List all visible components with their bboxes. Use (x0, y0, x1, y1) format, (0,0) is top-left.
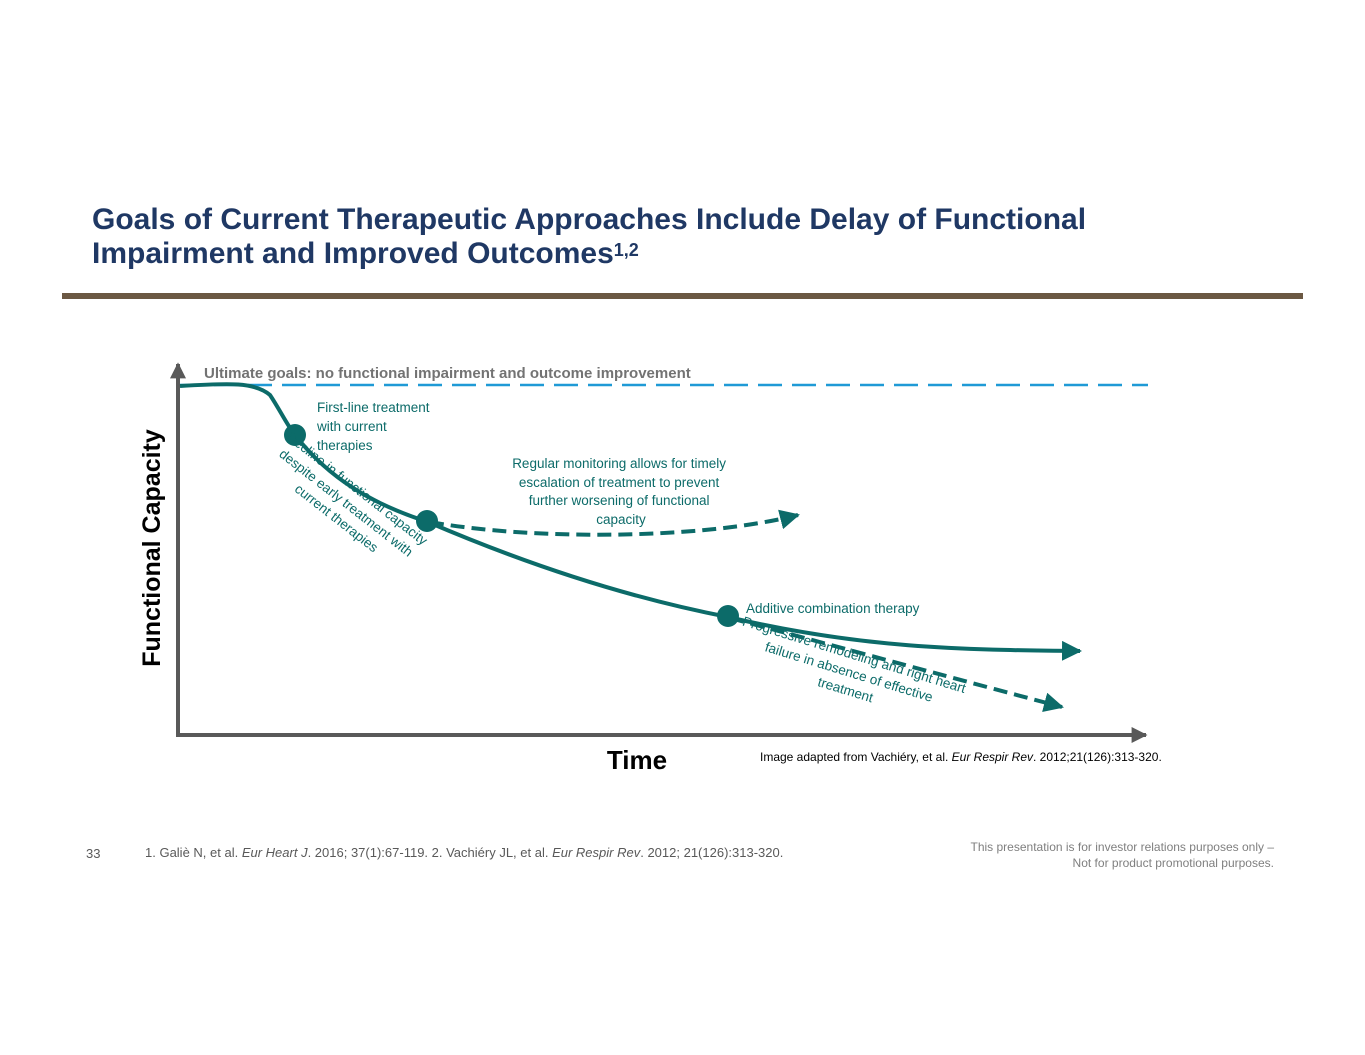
page-number: 33 (86, 846, 101, 861)
footer-references: 1. Galiè N, et al. Eur Heart J. 2016; 37… (145, 845, 784, 860)
slide-title: Goals of Current Therapeutic Approaches … (92, 203, 1192, 271)
image-credit: Image adapted from Vachiéry, et al. Eur … (760, 750, 1162, 764)
title-superscript: 1,2 (613, 240, 639, 260)
disclaimer: This presentation is for investor relati… (970, 840, 1275, 870)
x-axis-label: Time (607, 745, 667, 775)
title-divider (62, 293, 1303, 299)
escalation-curve (429, 509, 800, 537)
first-line-point (284, 424, 306, 446)
goal-label: Ultimate goals: no functional impairment… (204, 365, 691, 382)
y-axis-label: Functional Capacity (138, 429, 166, 667)
additive-label: Additive combination therapy (746, 601, 920, 616)
progressive-label: Progressive remodeling and right heart f… (730, 614, 971, 732)
combination-point (717, 605, 739, 627)
progressive-curve (729, 616, 1064, 713)
first-line-label: First-line treatment with current therap… (316, 400, 433, 453)
functional-decline-curve (179, 382, 1082, 661)
slide-title-text: Goals of Current Therapeutic Approaches … (92, 203, 1087, 270)
escalation-point (416, 510, 438, 532)
monitoring-label: Regular monitoring allows for timely esc… (512, 456, 730, 527)
